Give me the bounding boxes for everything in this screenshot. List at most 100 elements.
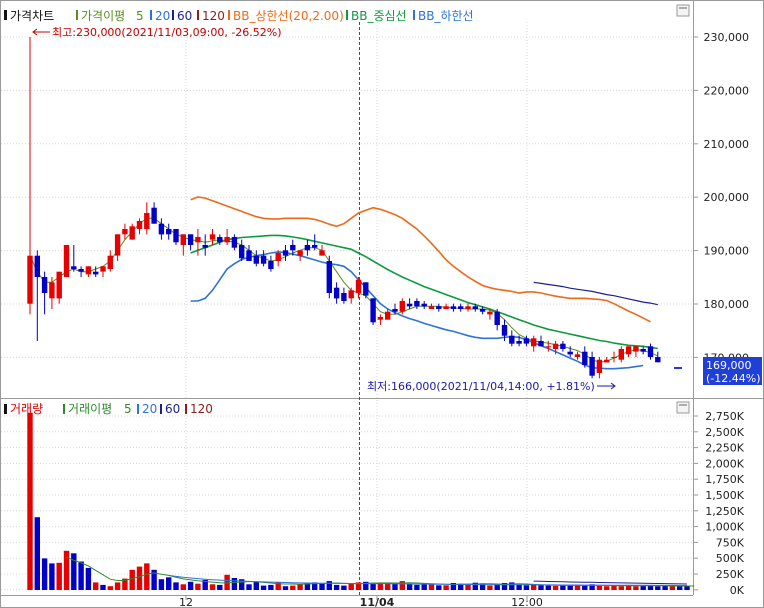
- candles-group: [27, 37, 661, 379]
- legend-marker: [4, 10, 7, 20]
- volume-bar: [538, 585, 544, 590]
- candle-body: [625, 346, 632, 355]
- candle-body: [567, 351, 573, 355]
- candle-body: [275, 253, 281, 261]
- volume-bar: [326, 581, 332, 590]
- volume-bar: [93, 582, 99, 590]
- volume-bar: [363, 581, 369, 590]
- candle-body: [450, 306, 457, 309]
- legend-ma60-marker: [172, 10, 174, 20]
- volume-bar: [304, 583, 311, 590]
- candle-body: [187, 234, 194, 245]
- volume-legend-ma120: 120: [190, 402, 213, 416]
- volume-bar: [472, 582, 478, 590]
- volume-bar: [268, 584, 274, 590]
- legend-vol-ma-marker: [63, 404, 65, 414]
- candle-body: [341, 293, 347, 301]
- legend-bb-mid-marker: [346, 10, 348, 20]
- x-axis-labels: 12 11/04 12:00: [179, 595, 543, 608]
- badge-pointer: [674, 367, 682, 369]
- candle-body: [49, 282, 55, 299]
- legend-ma20-marker: [150, 10, 152, 20]
- candle-body: [406, 303, 413, 307]
- volume-bar: [246, 584, 252, 590]
- candle-body: [574, 354, 581, 357]
- volume-ma-lines: [66, 556, 695, 587]
- candle-body: [107, 255, 113, 269]
- candle-body: [487, 311, 493, 315]
- price-legend-title: 가격차트: [10, 9, 54, 23]
- volume-tick-label: 1,750K: [705, 473, 744, 486]
- volume-tick-label: 0K: [730, 584, 745, 597]
- candle-body: [239, 245, 245, 259]
- volume-bar: [187, 581, 194, 590]
- volume-bar: [377, 582, 384, 590]
- candle-body: [545, 346, 551, 348]
- volume-bar: [312, 582, 318, 590]
- price-legend-ma: 가격이평: [81, 9, 125, 23]
- volume-bar: [443, 585, 449, 590]
- current-price-badge: 169,000 (-12.44%): [674, 357, 762, 385]
- price-tick-label: 180,000: [704, 298, 750, 311]
- volume-bar: [545, 585, 551, 590]
- volume-panel-maximize-button[interactable]: [676, 401, 690, 414]
- price-legend-bb-upper: BB_상한선(20,2.00): [233, 9, 344, 23]
- candle-body: [34, 255, 40, 277]
- candle-body: [282, 250, 289, 256]
- candle-body: [319, 250, 325, 256]
- candle-body: [458, 306, 464, 309]
- volume-bar: [231, 578, 238, 590]
- candle-body: [297, 250, 303, 256]
- badge-box: [703, 357, 762, 385]
- volume-bar: [333, 584, 340, 590]
- price-tick-label: 210,000: [704, 138, 750, 151]
- volume-bar: [421, 583, 427, 590]
- candle-body: [494, 311, 500, 325]
- candle-body: [268, 261, 274, 269]
- legend-vol-ma120-marker: [185, 404, 187, 414]
- candle-body: [538, 341, 544, 347]
- volume-bars-group: [27, 412, 690, 590]
- volume-bar: [209, 584, 216, 590]
- volume-bar: [669, 586, 676, 590]
- volume-bar: [253, 581, 259, 590]
- candle-body: [166, 229, 172, 235]
- candle-body: [27, 255, 33, 304]
- volume-bar: [71, 553, 77, 590]
- candle-body: [618, 349, 624, 360]
- candle-body: [472, 306, 478, 309]
- volume-bar: [217, 584, 223, 590]
- candle-body: [596, 359, 603, 373]
- volume-ma120-line: [533, 580, 688, 585]
- candle-body: [560, 343, 566, 349]
- candle-body: [370, 298, 376, 323]
- legend-bb-lower-marker: [413, 10, 415, 20]
- price-legend-bb-lower: BB_하한선: [418, 9, 474, 23]
- volume-tick-label: 2,000K: [705, 457, 744, 470]
- volume-bar: [144, 563, 150, 590]
- price-legend-ma5: 5: [136, 9, 144, 23]
- candle-body: [385, 311, 391, 320]
- candle-body: [640, 349, 646, 352]
- volume-bar: [297, 584, 303, 590]
- candle-body: [363, 282, 369, 296]
- volume-bar: [41, 558, 48, 590]
- maximize-icon: [676, 4, 690, 17]
- volume-bar: [428, 584, 435, 590]
- current-price-change: (-12.44%): [706, 372, 761, 385]
- volume-bar: [392, 583, 398, 590]
- candle-body: [501, 325, 508, 336]
- bb-mid-line: [190, 234, 658, 350]
- volume-tick-label: 1,000K: [705, 521, 744, 534]
- volume-bar: [589, 584, 595, 590]
- volume-bar: [348, 583, 354, 590]
- candle-body: [253, 255, 259, 264]
- price-tick-label: 220,000: [704, 84, 750, 97]
- price-panel-maximize-button[interactable]: [676, 4, 690, 17]
- volume-legend-ma5: 5: [124, 402, 132, 416]
- volume-bar: [479, 583, 486, 590]
- volume-bar: [202, 579, 208, 590]
- candle-body: [144, 213, 150, 229]
- candle-body: [479, 309, 486, 312]
